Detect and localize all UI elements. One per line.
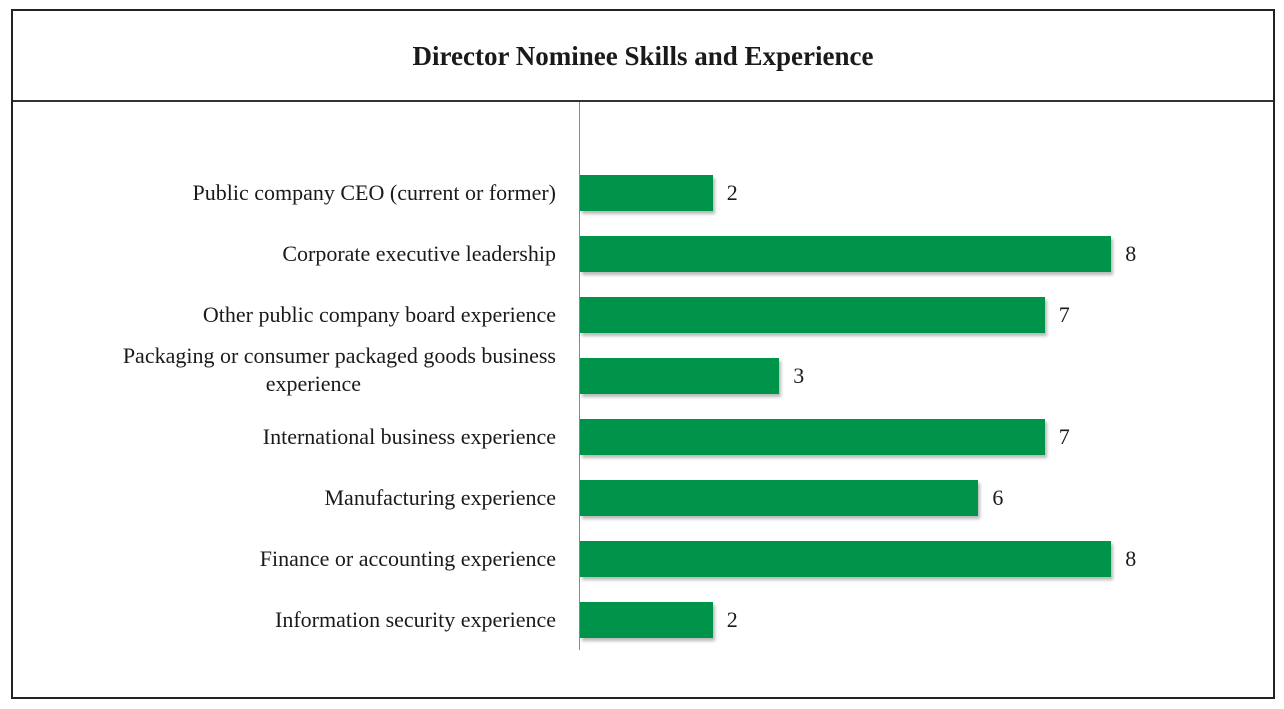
bar-row: Packaging or consumer packaged goods bus… — [13, 343, 1273, 396]
data-label: 8 — [1125, 241, 1137, 266]
bar — [580, 541, 1112, 577]
data-label: 6 — [992, 485, 1004, 510]
bar-row: Manufacturing experience 6 — [13, 480, 1273, 516]
category-axis-line — [579, 102, 580, 650]
data-label: 8 — [1125, 546, 1137, 571]
bar-row: Public company CEO (current or former) 2 — [13, 175, 1273, 211]
bar — [580, 297, 1045, 333]
data-label: 7 — [1058, 302, 1070, 327]
category-label: Other public company board experience — [202, 302, 556, 327]
bar — [580, 480, 979, 516]
bar — [580, 602, 713, 638]
bar — [580, 358, 780, 394]
category-label: Packaging or consumer packaged goods bus… — [122, 343, 556, 396]
bar-row: International business experience 7 — [13, 419, 1273, 455]
chart-frame: Director Nominee Skills and Experience P… — [11, 9, 1275, 699]
data-label: 3 — [793, 363, 805, 388]
bar-row: Corporate executive leadership 8 — [13, 236, 1273, 272]
data-label: 2 — [726, 607, 738, 632]
data-label: 2 — [726, 180, 738, 205]
bar — [580, 175, 713, 211]
chart-title: Director Nominee Skills and Experience — [412, 41, 874, 71]
bar — [580, 236, 1112, 272]
title-divider — [13, 100, 1273, 102]
category-label: Manufacturing experience — [324, 485, 557, 510]
category-label: Information security experience — [275, 607, 556, 632]
category-label: Corporate executive leadership — [282, 241, 556, 266]
category-label: Finance or accounting experience — [259, 546, 556, 571]
bar-row: Information security experience 2 — [13, 602, 1273, 638]
category-label: Public company CEO (current or former) — [192, 180, 557, 205]
bar-row: Other public company board experience 7 — [13, 297, 1273, 333]
data-label: 7 — [1058, 424, 1070, 449]
bar — [580, 419, 1045, 455]
category-label: International business experience — [262, 424, 556, 449]
bar-row: Finance or accounting experience 8 — [13, 541, 1273, 577]
